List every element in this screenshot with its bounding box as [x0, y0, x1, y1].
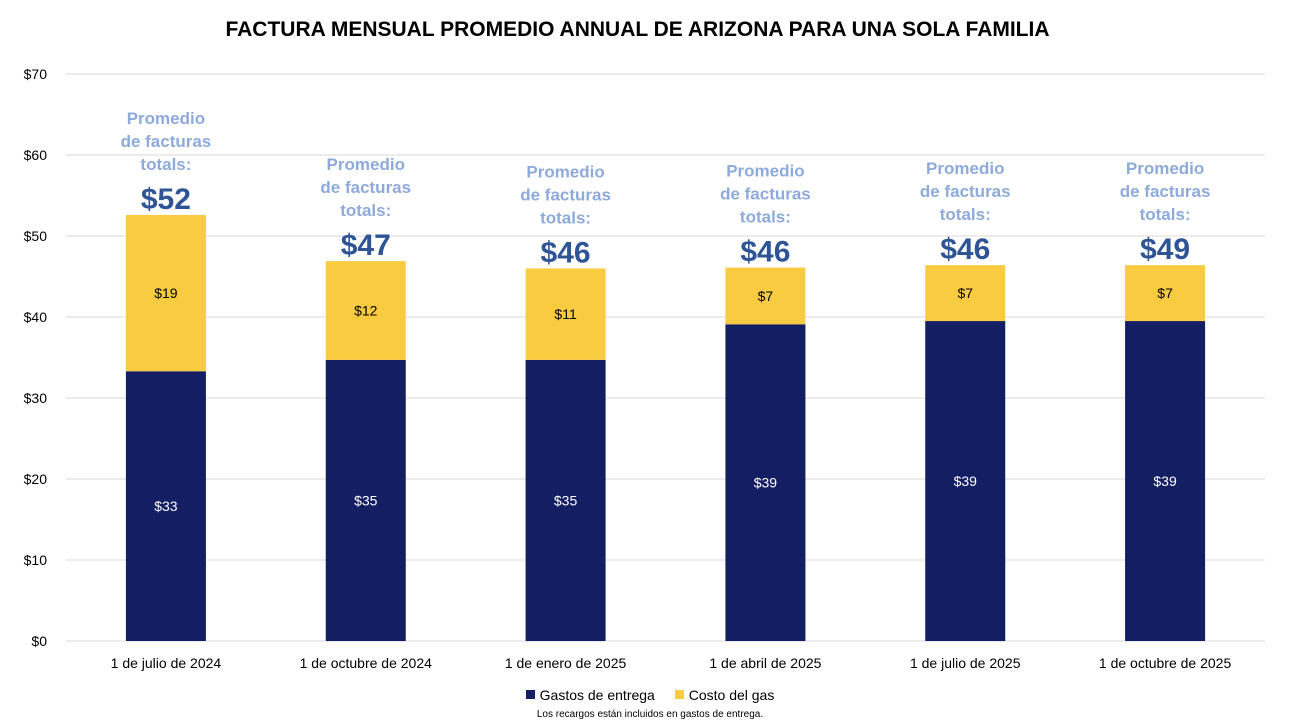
total-label: $46	[541, 236, 591, 269]
y-tick-label: $40	[24, 309, 48, 325]
bar-delivery	[525, 359, 606, 641]
chart-title: FACTURA MENSUAL PROMEDIO ANNUAL DE ARIZO…	[225, 18, 1050, 41]
bar-delivery	[925, 321, 1006, 641]
total-caption: de facturas	[121, 132, 212, 151]
y-tick-label: $10	[24, 552, 48, 568]
data-label-gas: $7	[1157, 285, 1173, 301]
x-tick-label: 1 de abril de 2025	[709, 655, 821, 671]
total-caption: de facturas	[720, 185, 811, 204]
footnote: Los recargos están incluidos en gastos d…	[536, 709, 764, 720]
legend-item-delivery: Gastos de entrega	[525, 686, 655, 703]
bar-delivery	[125, 371, 206, 641]
total-caption: totals:	[540, 208, 591, 227]
legend-swatch-gas	[674, 690, 684, 699]
y-tick-label: $50	[24, 228, 48, 244]
total-caption: Promedio	[926, 159, 1004, 178]
data-label-delivery: $33	[154, 498, 178, 514]
total-caption: Promedio	[1126, 159, 1204, 178]
x-tick-label: 1 de octubre de 2024	[300, 655, 433, 671]
x-tick-label: 1 de julio de 2024	[111, 655, 222, 671]
legend-label-delivery: Gastos de entrega	[539, 686, 655, 703]
total-caption: totals:	[740, 208, 791, 227]
total-caption: de facturas	[320, 178, 411, 197]
data-label-delivery: $39	[754, 475, 778, 491]
total-caption: Promedio	[327, 155, 405, 174]
bar-delivery	[325, 359, 406, 641]
bar-gas	[925, 265, 1006, 322]
data-label-gas: $19	[154, 285, 178, 301]
bar-delivery	[1125, 321, 1206, 641]
bar-gas	[725, 267, 806, 325]
x-tick-label: 1 de enero de 2025	[505, 655, 627, 671]
bar-gas	[325, 261, 406, 360]
bar-gas	[125, 214, 206, 372]
data-label-gas: $12	[354, 303, 378, 319]
total-caption: totals:	[340, 201, 391, 220]
bar-gas	[525, 268, 606, 360]
total-caption: Promedio	[526, 162, 604, 181]
legend: Gastos de entrega Costo del gas	[0, 686, 1300, 703]
total-caption: totals:	[940, 205, 991, 224]
total-caption: de facturas	[1120, 182, 1211, 201]
y-tick-label: $70	[24, 66, 48, 82]
bar-gas	[1125, 265, 1206, 322]
total-label: $52	[141, 183, 191, 216]
total-label: $46	[740, 236, 790, 269]
bar-delivery	[725, 324, 806, 641]
total-caption: totals:	[140, 155, 191, 174]
legend-swatch-delivery	[525, 690, 535, 699]
x-tick-label: 1 de julio de 2025	[910, 655, 1021, 671]
data-label-gas: $7	[758, 288, 774, 304]
total-label: $49	[1140, 233, 1190, 266]
y-tick-label: $30	[24, 390, 48, 406]
legend-label-gas: Costo del gas	[688, 686, 775, 703]
total-caption: totals:	[1140, 205, 1191, 224]
data-label-gas: $7	[957, 285, 973, 301]
legend-item-gas: Costo del gas	[674, 686, 775, 703]
data-label-delivery: $35	[354, 492, 378, 508]
y-tick-label: $20	[24, 471, 48, 487]
total-caption: de facturas	[920, 182, 1011, 201]
x-tick-label: 1 de octubre de 2025	[1099, 655, 1232, 671]
y-tick-label: $0	[31, 633, 47, 649]
data-label-delivery: $39	[1153, 473, 1177, 489]
y-tick-label: $60	[24, 147, 48, 163]
data-label-gas: $11	[554, 306, 577, 322]
total-caption: de facturas	[520, 185, 611, 204]
total-caption: Promedio	[127, 109, 205, 128]
total-label: $46	[940, 233, 990, 266]
total-caption: Promedio	[726, 162, 804, 181]
total-label: $47	[341, 229, 391, 262]
data-label-delivery: $39	[954, 473, 978, 489]
data-label-delivery: $35	[554, 492, 578, 508]
